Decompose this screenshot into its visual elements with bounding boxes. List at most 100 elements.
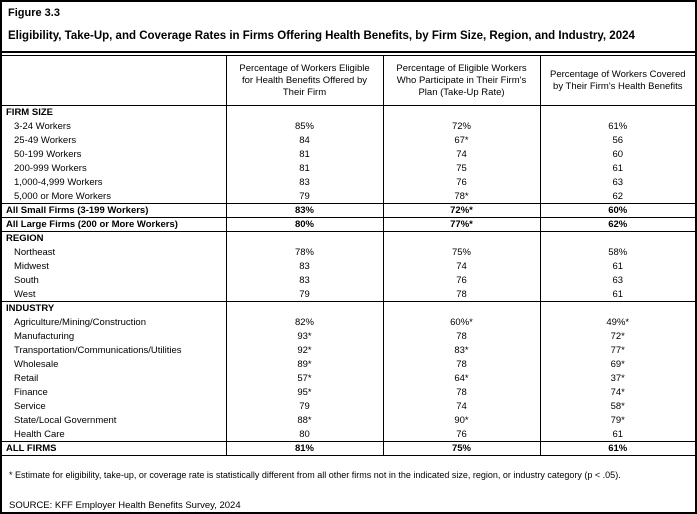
row-label: Northeast <box>14 247 56 258</box>
column-header-eligibility: Percentage of Workers Eligible for Healt… <box>225 55 383 106</box>
row-label: REGION <box>6 233 44 245</box>
value-cell: 78 <box>382 357 540 372</box>
table-row: All Large Firms (200 or More Workers) 80%… <box>2 217 695 232</box>
value-cell: 89* <box>225 357 383 372</box>
value-cell: 67* <box>382 133 540 148</box>
row-label: FIRM SIZE <box>6 107 53 119</box>
value-cell: 79 <box>225 399 383 414</box>
row-label: 1,000-4,999 Workers <box>14 177 103 188</box>
value-cell <box>539 301 695 316</box>
value-cell: 63 <box>539 175 695 190</box>
value-cell: 83% <box>225 203 383 218</box>
table-body: FIRM SIZE 3-24 Workers 85% 72% 61% 25-49 Work… <box>2 105 695 456</box>
value-cell: 81% <box>225 441 383 456</box>
value-cell: 58* <box>539 399 695 414</box>
value-cell: 79 <box>225 287 383 302</box>
figure-label: Figure 3.3 <box>8 7 60 19</box>
row-label: South <box>14 275 39 286</box>
table-row: Midwest 83 74 61 <box>2 259 695 274</box>
value-cell: 74 <box>382 259 540 274</box>
value-cell: 72%* <box>382 203 540 218</box>
row-label: Manufacturing <box>14 331 75 342</box>
value-cell: 88* <box>225 413 383 428</box>
value-cell: 60%* <box>382 315 540 330</box>
table-row: Retail 57* 64* 37* <box>2 371 695 386</box>
value-cell: 69* <box>539 357 695 372</box>
table-row: 3-24 Workers 85% 72% 61% <box>2 119 695 134</box>
table-row: West 79 78 61 <box>2 287 695 302</box>
value-cell: 78 <box>382 385 540 400</box>
footnote: * Estimate for eligibility, take-up, or … <box>9 470 621 480</box>
row-label: Agriculture/Mining/Construction <box>14 317 147 328</box>
value-cell: 83 <box>225 259 383 274</box>
value-cell: 82% <box>225 315 383 330</box>
row-label: 5,000 or More Workers <box>14 190 111 202</box>
row-label: 50-199 Workers <box>14 149 82 160</box>
value-cell: 77* <box>539 343 695 358</box>
table-row: Transportation/Communications/Utilities 9… <box>2 343 695 358</box>
value-cell: 80 <box>225 427 383 442</box>
value-cell <box>225 105 383 120</box>
table-row: Manufacturing 93* 78 72* <box>2 329 695 344</box>
table-row: Health Care 80 76 61 <box>2 427 695 442</box>
value-cell: 79 <box>225 189 383 204</box>
table-row: State/Local Government 88* 90* 79* <box>2 413 695 428</box>
value-cell <box>225 231 383 246</box>
value-cell: 60 <box>539 147 695 162</box>
row-label: Retail <box>14 373 39 384</box>
table-row-all-firms: ALL FIRMS 81% 75% 61% <box>2 441 695 456</box>
table-row: 5,000 or More Workers 79 78* 62 <box>2 189 695 204</box>
table-row: Northeast 78% 75% 58% <box>2 245 695 260</box>
value-cell: 56 <box>539 133 695 148</box>
value-cell: 81 <box>225 161 383 176</box>
value-cell: 75% <box>382 245 540 260</box>
table-row: Agriculture/Mining/Construction 82% 60%* 49… <box>2 315 695 330</box>
value-cell <box>225 301 383 316</box>
header-empty-cell <box>2 56 226 106</box>
table-row: 50-199 Workers 81 74 60 <box>2 147 695 162</box>
row-label: State/Local Government <box>14 415 117 426</box>
value-cell: 72* <box>539 329 695 344</box>
value-cell: 61% <box>539 119 695 134</box>
value-cell: 58% <box>539 245 695 260</box>
value-cell: 80% <box>225 217 383 232</box>
row-label: Finance <box>14 387 48 398</box>
value-cell: 61 <box>539 427 695 442</box>
value-cell: 75% <box>382 441 540 456</box>
source: SOURCE: KFF Employer Health Benefits Sur… <box>9 500 241 511</box>
column-header-coverage: Percentage of Workers Covered by Their F… <box>539 55 695 106</box>
value-cell: 61 <box>539 287 695 302</box>
section-header-industry: INDUSTRY <box>2 301 695 316</box>
row-label: Service <box>14 401 46 412</box>
benefits-table: Percentage of Workers Eligible for Healt… <box>2 55 695 456</box>
value-cell: 83 <box>225 175 383 190</box>
column-header-takeup-rate: Percentage of Eligible Workers Who Parti… <box>382 55 540 106</box>
value-cell: 76 <box>382 273 540 288</box>
value-cell: 74 <box>382 399 540 414</box>
value-cell: 81 <box>225 147 383 162</box>
title-block: Figure 3.3 Eligibility, Take-Up, and Cov… <box>2 2 695 53</box>
value-cell: 63 <box>539 273 695 288</box>
value-cell: 61 <box>539 161 695 176</box>
row-label: 25-49 Workers <box>14 135 77 146</box>
value-cell: 77%* <box>382 217 540 232</box>
row-label: INDUSTRY <box>6 303 55 315</box>
value-cell: 78 <box>382 329 540 344</box>
table-row: 25-49 Workers 84 67* 56 <box>2 133 695 148</box>
table-row: South 83 76 63 <box>2 273 695 288</box>
value-cell: 72% <box>382 119 540 134</box>
value-cell <box>539 105 695 120</box>
table-row: Finance 95* 78 74* <box>2 385 695 400</box>
row-label: Health Care <box>14 428 65 440</box>
row-label: All Small Firms (3-199 Workers) <box>6 205 149 216</box>
value-cell: 78% <box>225 245 383 260</box>
value-cell: 57* <box>225 371 383 386</box>
value-cell: 93* <box>225 329 383 344</box>
value-cell: 61 <box>539 259 695 274</box>
value-cell: 95* <box>225 385 383 400</box>
row-label: 3-24 Workers <box>14 121 71 132</box>
value-cell: 62 <box>539 189 695 204</box>
value-cell: 78* <box>382 189 540 204</box>
value-cell <box>382 105 540 120</box>
